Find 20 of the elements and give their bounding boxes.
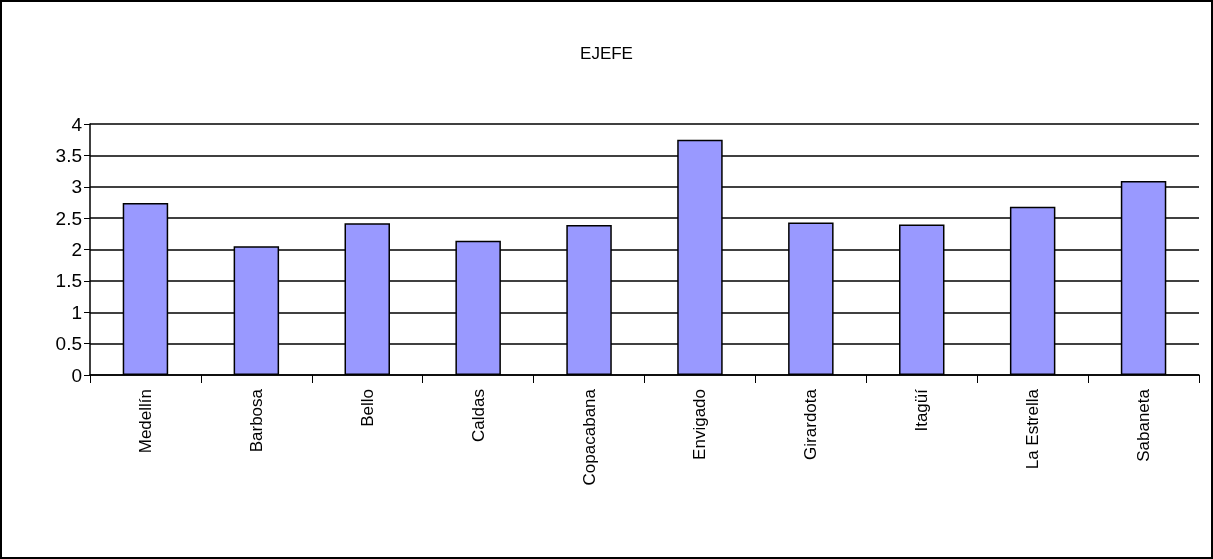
x-tick-label: Medellín <box>135 389 155 454</box>
x-tick-label: Barbosa <box>246 388 266 453</box>
x-tick-label: Itagüí <box>912 388 932 432</box>
x-tick-label: Girardota <box>801 388 821 460</box>
y-tick-label: 4 <box>71 113 83 135</box>
y-tick-label: 0.5 <box>55 333 82 355</box>
y-tick-label: 3 <box>71 176 82 198</box>
x-tick-label: Sabaneta <box>1134 388 1154 462</box>
chart-title: EJEFE <box>580 44 633 63</box>
y-tick-label: 2 <box>71 239 82 260</box>
x-tick-label: Copacabana <box>579 388 599 486</box>
x-tick-label: Envigado <box>690 389 710 460</box>
y-tick-label: 1.5 <box>55 270 82 292</box>
x-tick-label: La Estrella <box>1023 388 1043 470</box>
y-tick-label: 1 <box>71 301 82 323</box>
y-tick-label: 0 <box>71 364 82 386</box>
x-tick-label: Bello <box>357 389 377 427</box>
y-tick-label: 2.5 <box>55 207 82 229</box>
y-tick-label: 3.5 <box>55 144 82 166</box>
x-tick-label: Caldas <box>468 389 488 442</box>
